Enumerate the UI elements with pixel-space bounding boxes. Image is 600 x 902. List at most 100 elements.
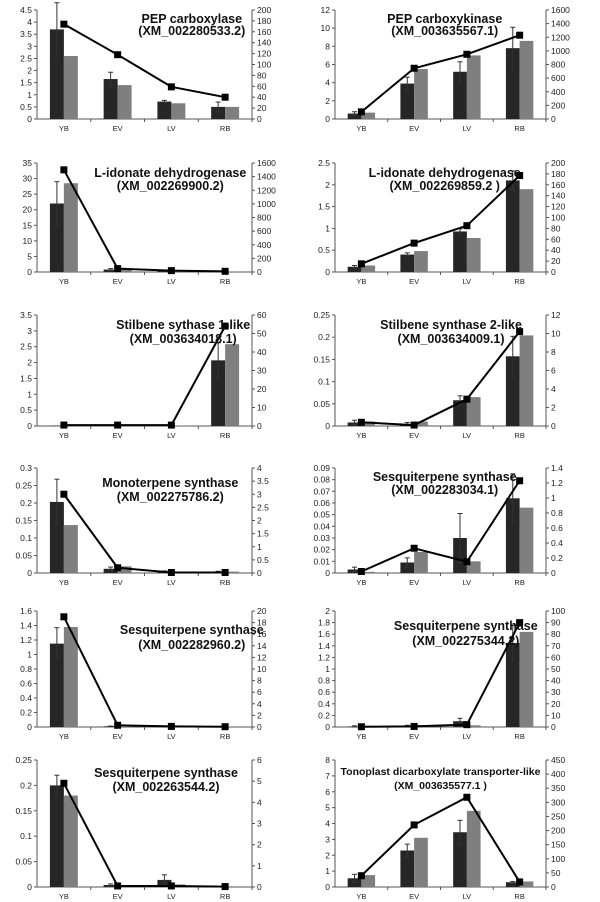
right-tick-label: 0.5 bbox=[257, 555, 269, 565]
left-tick-label: 3 bbox=[27, 326, 32, 336]
right-tick-label: 450 bbox=[551, 755, 565, 765]
right-tick-label: 5 bbox=[257, 776, 262, 786]
series-line bbox=[361, 174, 521, 265]
line-marker bbox=[516, 477, 524, 485]
chart-subtitle: (XM_003634009.1) bbox=[398, 332, 505, 346]
left-tick-label: 0.5 bbox=[20, 405, 32, 415]
left-tick-label: 0.09 bbox=[313, 463, 330, 473]
right-tick-label: 200 bbox=[551, 100, 565, 110]
chart-panel-12: 0 1 2 3 4 5 6 7 8 0 50 100 150 200 250 300 350 400 450 YB EV… bbox=[325, 755, 565, 901]
chart-subtitle: (XM_002275786.2) bbox=[117, 490, 224, 504]
line-marker bbox=[167, 83, 175, 91]
chart-subtitle: (XM_002275344.2) bbox=[412, 634, 519, 648]
left-tick-label: 0.05 bbox=[15, 551, 32, 561]
left-tick-label: 1 bbox=[325, 664, 330, 674]
bar-gray bbox=[117, 726, 132, 727]
left-tick-label: 0.02 bbox=[313, 545, 330, 555]
left-tick-label: 1 bbox=[325, 866, 330, 876]
left-tick-label: 1.6 bbox=[20, 606, 32, 616]
left-tick-label: 2 bbox=[27, 66, 32, 76]
left-tick-label: 12 bbox=[321, 5, 331, 15]
line-marker bbox=[410, 239, 418, 247]
chart-panel-8: 0 0.010.02 0.03 0.040.05 0.06 0.070.08 0.09 0 0.… bbox=[313, 463, 563, 587]
x-tick-label: YB bbox=[356, 732, 366, 741]
bar-gray bbox=[225, 344, 240, 426]
right-tick-label: 70 bbox=[551, 641, 561, 651]
left-tick-label: 3 bbox=[325, 834, 330, 844]
left-tick-label: 1 bbox=[27, 90, 32, 100]
right-tick-label: 1400 bbox=[257, 172, 276, 182]
right-tick-label: 3.5 bbox=[257, 476, 269, 486]
right-tick-label: 100 bbox=[551, 213, 565, 223]
left-tick-label: 0.05 bbox=[313, 510, 330, 520]
x-tick-label: EV bbox=[409, 892, 419, 901]
bar-gray bbox=[519, 40, 534, 120]
right-tick-label: 200 bbox=[257, 253, 271, 263]
left-tick-label: 1.5 bbox=[20, 373, 32, 383]
left-tick-label: 0.3 bbox=[20, 463, 32, 473]
series-line bbox=[63, 493, 226, 574]
right-tick-label: 400 bbox=[551, 87, 565, 97]
line-marker bbox=[410, 64, 418, 72]
series-line bbox=[360, 795, 521, 883]
right-tick-label: 600 bbox=[257, 226, 271, 236]
bar-gray bbox=[361, 875, 376, 887]
line-marker bbox=[114, 564, 122, 572]
chart-panel-3: 0 5 10 15 20 25 30 35 0 200 400 600 800 1000 1200 1400 1… bbox=[23, 158, 277, 286]
bar-gray bbox=[466, 725, 481, 727]
right-tick-label: 1 bbox=[257, 861, 262, 871]
left-tick-label: 2.5 bbox=[20, 53, 32, 63]
x-tick-label: LV bbox=[167, 578, 176, 587]
line-marker bbox=[463, 50, 471, 58]
bar-dark bbox=[49, 643, 64, 727]
bar-gray bbox=[466, 397, 481, 426]
right-tick-label: 0.8 bbox=[551, 508, 563, 518]
bar-dark bbox=[103, 79, 118, 119]
line-marker bbox=[60, 779, 68, 787]
left-tick-label: 0.4 bbox=[318, 699, 330, 709]
right-tick-label: 0 bbox=[257, 114, 262, 124]
right-tick-label: 8 bbox=[551, 347, 556, 357]
right-tick-label: 0 bbox=[257, 882, 262, 892]
chart-panel-10: 00.20.40.60.811.21.41.61.820102030405060… bbox=[318, 606, 565, 741]
left-tick-label: 6 bbox=[325, 787, 330, 797]
bar-dark bbox=[505, 356, 520, 426]
x-tick-label: YB bbox=[356, 892, 366, 901]
chart-title: L-idonate dehydrogenase bbox=[94, 166, 246, 180]
x-tick-label: EV bbox=[409, 578, 419, 587]
left-tick-label: 1.2 bbox=[318, 652, 330, 662]
left-tick-label: 0.15 bbox=[15, 516, 32, 526]
right-tick-label: 50 bbox=[257, 329, 267, 339]
chart-subtitle: (XM_002263544.2) bbox=[112, 780, 219, 794]
line-marker bbox=[60, 613, 68, 621]
x-tick-label: RB bbox=[514, 431, 524, 440]
x-tick-label: RB bbox=[220, 892, 230, 901]
line-marker bbox=[167, 722, 175, 730]
bar-dark bbox=[400, 254, 415, 272]
right-tick-label: 1400 bbox=[551, 19, 570, 29]
right-tick-label: 0 bbox=[257, 568, 262, 578]
left-tick-label: 8 bbox=[325, 41, 330, 51]
right-tick-label: 6 bbox=[257, 687, 262, 697]
left-tick-label: 2 bbox=[325, 850, 330, 860]
right-tick-label: 200 bbox=[551, 158, 565, 168]
right-tick-label: 300 bbox=[551, 797, 565, 807]
right-tick-label: 0 bbox=[551, 267, 556, 277]
line-marker bbox=[516, 619, 524, 627]
bar-dark bbox=[400, 850, 415, 887]
x-tick-label: LV bbox=[167, 732, 176, 741]
right-tick-label: 6 bbox=[551, 366, 556, 376]
bar-gray bbox=[466, 561, 481, 573]
left-tick-label: 0 bbox=[325, 267, 330, 277]
left-tick-label: 1 bbox=[27, 650, 32, 660]
right-tick-label: 100 bbox=[551, 606, 565, 616]
right-tick-label: 120 bbox=[551, 202, 565, 212]
right-tick-label: 1000 bbox=[551, 46, 570, 56]
left-tick-label: 2 bbox=[27, 358, 32, 368]
x-tick-label: YB bbox=[59, 124, 69, 133]
bar-gray bbox=[63, 56, 78, 119]
right-tick-label: 40 bbox=[551, 676, 561, 686]
bar-gray bbox=[414, 552, 428, 573]
